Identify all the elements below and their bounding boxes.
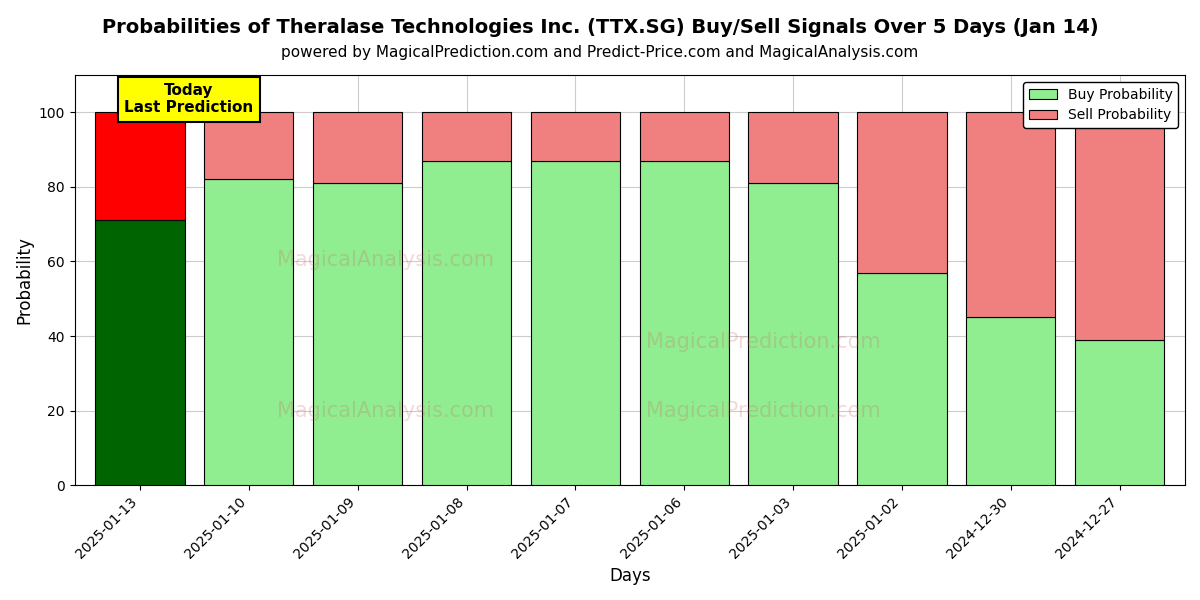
- Text: MagicalAnalysis.com: MagicalAnalysis.com: [277, 401, 494, 421]
- Bar: [95, 112, 185, 220]
- Bar: [530, 161, 620, 485]
- Bar: [966, 317, 1056, 485]
- Bar: [313, 112, 402, 183]
- Bar: [1075, 340, 1164, 485]
- Bar: [95, 220, 185, 485]
- Bar: [857, 112, 947, 272]
- Bar: [204, 112, 294, 179]
- Bar: [749, 112, 838, 183]
- Text: powered by MagicalPrediction.com and Predict-Price.com and MagicalAnalysis.com: powered by MagicalPrediction.com and Pre…: [281, 45, 919, 60]
- Bar: [640, 161, 728, 485]
- Bar: [422, 112, 511, 161]
- Bar: [857, 272, 947, 485]
- Text: Probabilities of Theralase Technologies Inc. (TTX.SG) Buy/Sell Signals Over 5 Da: Probabilities of Theralase Technologies …: [102, 18, 1098, 37]
- Bar: [1075, 112, 1164, 340]
- Bar: [422, 161, 511, 485]
- Legend: Buy Probability, Sell Probability: Buy Probability, Sell Probability: [1024, 82, 1178, 128]
- Text: MagicalPrediction.com: MagicalPrediction.com: [646, 332, 881, 352]
- X-axis label: Days: Days: [610, 567, 650, 585]
- Bar: [640, 112, 728, 161]
- Bar: [204, 179, 294, 485]
- Text: MagicalPrediction.com: MagicalPrediction.com: [646, 401, 881, 421]
- Y-axis label: Probability: Probability: [16, 236, 34, 324]
- Bar: [313, 183, 402, 485]
- Bar: [749, 183, 838, 485]
- Text: Today
Last Prediction: Today Last Prediction: [125, 83, 253, 115]
- Bar: [530, 112, 620, 161]
- Text: MagicalAnalysis.com: MagicalAnalysis.com: [277, 250, 494, 269]
- Bar: [966, 112, 1056, 317]
